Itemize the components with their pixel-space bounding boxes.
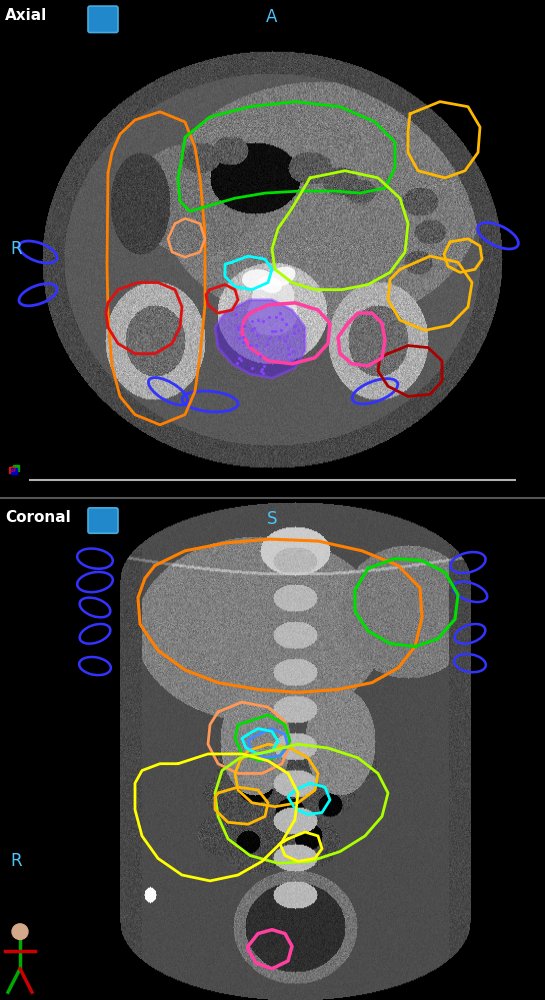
Text: ⚙: ⚙ (8, 465, 16, 474)
Text: Coronal: Coronal (5, 510, 71, 525)
Ellipse shape (269, 267, 295, 286)
Text: R: R (10, 852, 22, 870)
Polygon shape (215, 300, 305, 378)
Circle shape (12, 924, 28, 939)
Text: Axial: Axial (5, 8, 47, 23)
Text: S: S (267, 510, 277, 528)
Text: R: R (10, 240, 22, 258)
FancyBboxPatch shape (88, 6, 118, 33)
Text: A: A (267, 8, 278, 26)
Ellipse shape (258, 276, 282, 293)
FancyBboxPatch shape (88, 508, 118, 533)
Ellipse shape (242, 269, 274, 290)
